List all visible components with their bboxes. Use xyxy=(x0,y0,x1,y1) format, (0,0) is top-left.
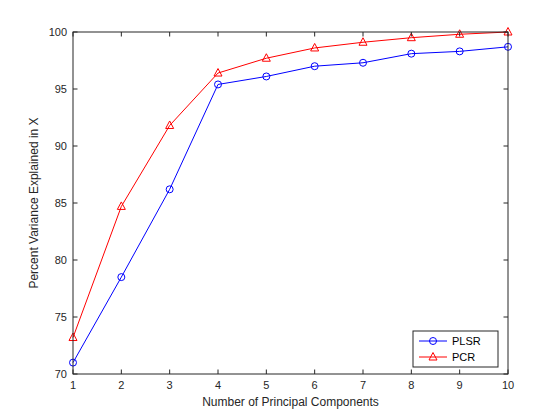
series-marker xyxy=(215,81,222,88)
y-tick-label: 100 xyxy=(49,26,67,38)
legend-marker xyxy=(430,338,437,345)
legend-label: PCR xyxy=(452,351,475,363)
y-tick xyxy=(504,260,509,261)
series-marker xyxy=(118,274,125,281)
y-tick xyxy=(504,32,509,33)
x-tick-label: 7 xyxy=(360,379,366,391)
x-tick-label: 6 xyxy=(312,379,318,391)
series-marker xyxy=(456,30,464,37)
series-marker xyxy=(311,63,318,70)
x-tick xyxy=(314,370,315,375)
y-tick-label: 95 xyxy=(55,83,67,95)
y-tick xyxy=(504,89,509,90)
legend-box xyxy=(413,331,498,367)
y-tick-label: 85 xyxy=(55,197,67,209)
series-marker xyxy=(166,121,174,128)
y-tick xyxy=(73,146,78,147)
series-marker xyxy=(359,38,367,46)
y-tick-label: 70 xyxy=(55,368,67,380)
series-marker xyxy=(408,50,415,57)
x-tick xyxy=(508,370,509,375)
series-marker xyxy=(262,54,270,62)
series-marker xyxy=(117,202,125,210)
x-tick xyxy=(459,370,460,375)
x-tick-label: 5 xyxy=(263,379,269,391)
x-tick xyxy=(169,370,170,375)
x-tick-label: 4 xyxy=(215,379,221,391)
x-tick xyxy=(411,370,412,375)
legend-line xyxy=(419,357,447,358)
legend-marker xyxy=(429,353,437,361)
y-tick xyxy=(504,317,509,318)
chart-svg: 1 2 3 4 5 6 7 8 9 10 70 75 80 85 90 95 100 Number of Prin… xyxy=(0,0,560,420)
axes-frame xyxy=(73,32,508,374)
legend-line xyxy=(419,341,447,342)
series-marker xyxy=(166,186,173,193)
x-tick xyxy=(169,32,170,37)
x-tick xyxy=(73,32,74,37)
series-marker xyxy=(456,48,463,55)
y-tick-label: 75 xyxy=(55,311,67,323)
y-axis-label: Percent Variance Explained in X xyxy=(27,117,41,288)
x-tick xyxy=(459,32,460,37)
x-tick xyxy=(218,370,219,375)
y-tick xyxy=(504,146,509,147)
y-tick xyxy=(504,374,509,375)
series-group xyxy=(69,28,512,367)
x-tick xyxy=(363,32,364,37)
y-tick xyxy=(73,89,78,90)
legend: PLSR PCR xyxy=(413,331,498,367)
y-tick xyxy=(73,374,78,375)
x-tick xyxy=(121,370,122,375)
y-tick xyxy=(73,32,78,33)
x-tick xyxy=(218,32,219,37)
y-tick-label: 90 xyxy=(55,140,67,152)
series-line xyxy=(73,32,508,338)
series-line xyxy=(73,47,508,363)
series-marker xyxy=(360,59,367,66)
x-tick xyxy=(73,370,74,375)
series-marker xyxy=(263,73,270,80)
x-tick xyxy=(121,32,122,37)
y-tick xyxy=(73,260,78,261)
x-tick xyxy=(411,32,412,37)
y-tick xyxy=(73,203,78,204)
x-tick-label: 1 xyxy=(70,379,76,391)
x-tick-label: 2 xyxy=(118,379,124,391)
x-tick xyxy=(266,32,267,37)
x-tick xyxy=(314,32,315,37)
x-axis-label: Number of Principal Components xyxy=(202,395,379,409)
x-tick xyxy=(266,370,267,375)
x-tick-label: 8 xyxy=(408,379,414,391)
x-tick-label: 10 xyxy=(502,379,514,391)
x-tick-label: 9 xyxy=(457,379,463,391)
x-tick xyxy=(363,370,364,375)
series-marker xyxy=(214,69,222,77)
x-tick-label: 3 xyxy=(167,379,173,391)
series-marker xyxy=(311,43,319,51)
y-tick-label: 80 xyxy=(55,254,67,266)
x-tick xyxy=(508,32,509,37)
chart-root: 1 2 3 4 5 6 7 8 9 10 70 75 80 85 90 95 100 Number of Prin… xyxy=(0,0,560,420)
y-tick xyxy=(504,203,509,204)
plot-background xyxy=(73,32,508,374)
y-tick xyxy=(73,317,78,318)
legend-label: PLSR xyxy=(452,335,481,347)
